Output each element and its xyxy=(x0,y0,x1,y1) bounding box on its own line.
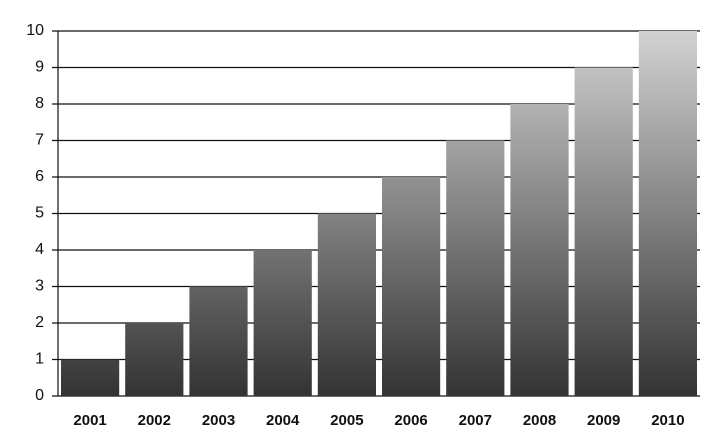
bar xyxy=(61,359,120,396)
y-tick-label: 4 xyxy=(35,241,44,258)
x-tick-label: 2010 xyxy=(651,412,684,429)
bar xyxy=(253,250,312,396)
bar xyxy=(189,286,248,396)
x-tick-label: 2007 xyxy=(459,412,492,429)
y-tick-label: 1 xyxy=(35,351,44,368)
x-tick-label: 2009 xyxy=(587,412,620,429)
bar xyxy=(510,104,569,396)
y-tick-label: 0 xyxy=(35,387,44,404)
bar xyxy=(574,67,633,396)
bar xyxy=(317,213,376,396)
x-tick-label: 2006 xyxy=(394,412,427,429)
y-tick-label: 5 xyxy=(35,205,44,222)
bar xyxy=(446,140,505,396)
x-tick-label: 2002 xyxy=(138,412,171,429)
y-tick-label: 7 xyxy=(35,132,44,149)
x-tick-label: 2003 xyxy=(202,412,235,429)
bar xyxy=(382,177,441,396)
x-tick-label: 2004 xyxy=(266,412,300,429)
y-tick-label: 6 xyxy=(35,168,44,185)
y-tick-label: 9 xyxy=(35,59,44,76)
bar xyxy=(125,323,184,396)
x-tick-label: 2008 xyxy=(523,412,556,429)
y-tick-label: 2 xyxy=(35,314,44,331)
y-tick-label: 8 xyxy=(35,95,44,112)
x-tick-label: 2001 xyxy=(73,412,106,429)
bar xyxy=(638,31,697,396)
y-tick-label: 3 xyxy=(35,278,44,295)
y-tick-label: 10 xyxy=(26,22,44,39)
x-tick-label: 2005 xyxy=(330,412,363,429)
